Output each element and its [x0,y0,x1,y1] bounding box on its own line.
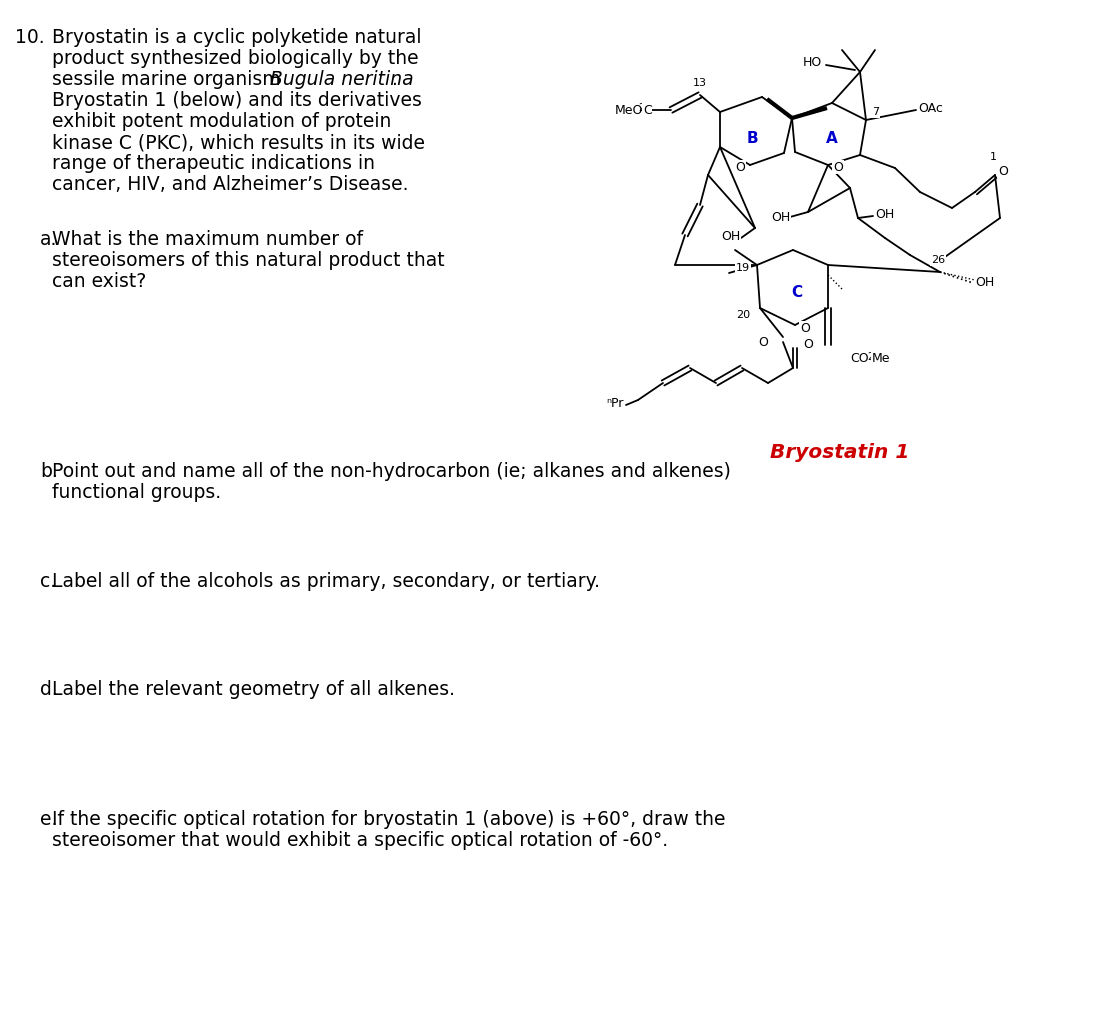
Text: can exist?: can exist? [53,272,146,291]
Text: OH: OH [770,210,790,224]
Text: What is the maximum number of: What is the maximum number of [53,230,363,249]
Text: a.: a. [40,230,57,249]
Text: Point out and name all of the non-hydrocarbon (ie; alkanes and alkenes): Point out and name all of the non-hydroc… [53,462,731,481]
Text: 7: 7 [872,107,879,117]
Text: Label the relevant geometry of all alkenes.: Label the relevant geometry of all alken… [53,680,455,699]
Text: cancer, HIV, and Alzheimer’s Disease.: cancer, HIV, and Alzheimer’s Disease. [53,175,408,194]
Text: Bryostatin is a cyclic polyketide natural: Bryostatin is a cyclic polyketide natura… [53,28,421,47]
Text: d.: d. [40,680,58,699]
Text: CO: CO [850,351,869,365]
Text: O: O [833,161,843,173]
Text: sessile marine organism: sessile marine organism [53,70,286,89]
Text: O: O [998,165,1008,177]
Text: 2: 2 [638,103,644,113]
Text: c.: c. [40,572,56,591]
Text: O: O [758,336,768,348]
Text: OH: OH [975,276,994,288]
Text: .: . [392,70,398,89]
Text: exhibit potent modulation of protein: exhibit potent modulation of protein [53,112,391,131]
Text: C: C [643,104,652,116]
Text: MeO: MeO [615,104,643,116]
Text: B: B [746,131,758,145]
Text: e.: e. [40,810,57,829]
Text: Label all of the alcohols as primary, secondary, or tertiary.: Label all of the alcohols as primary, se… [53,572,600,591]
Text: Bugula neritina: Bugula neritina [271,70,414,89]
Text: A: A [826,131,837,145]
Text: 26: 26 [931,255,945,265]
Text: OH: OH [721,230,740,242]
Text: 10.: 10. [15,28,45,47]
Text: OH: OH [875,207,894,221]
Text: Bryostatin 1 (below) and its derivatives: Bryostatin 1 (below) and its derivatives [53,91,421,110]
Text: ⁿPr: ⁿPr [607,397,624,409]
Text: range of therapeutic indications in: range of therapeutic indications in [53,154,375,173]
Text: Bryostatin 1: Bryostatin 1 [770,443,910,462]
Text: If the specific optical rotation for bryostatin 1 (above) is +60°, draw the: If the specific optical rotation for bry… [53,810,726,829]
Text: 13: 13 [693,78,707,88]
Text: O: O [800,321,809,335]
Text: O: O [803,338,813,350]
Text: kinase C (PKC), which results in its wide: kinase C (PKC), which results in its wid… [53,133,425,152]
Text: 20: 20 [736,310,750,320]
Text: Me: Me [872,351,891,365]
Text: functional groups.: functional groups. [53,483,221,502]
Text: 2: 2 [866,352,873,362]
Text: b.: b. [40,462,58,481]
Text: stereoisomer that would exhibit a specific optical rotation of -60°.: stereoisomer that would exhibit a specif… [53,831,669,850]
Text: 19: 19 [736,263,750,274]
Text: product synthesized biologically by the: product synthesized biologically by the [53,49,418,68]
Text: 1: 1 [989,152,996,162]
Text: HO: HO [803,56,822,68]
Text: stereoisomers of this natural product that: stereoisomers of this natural product th… [53,251,445,270]
Text: C: C [792,285,803,299]
Text: OAc: OAc [918,102,942,115]
Text: O: O [735,161,745,173]
